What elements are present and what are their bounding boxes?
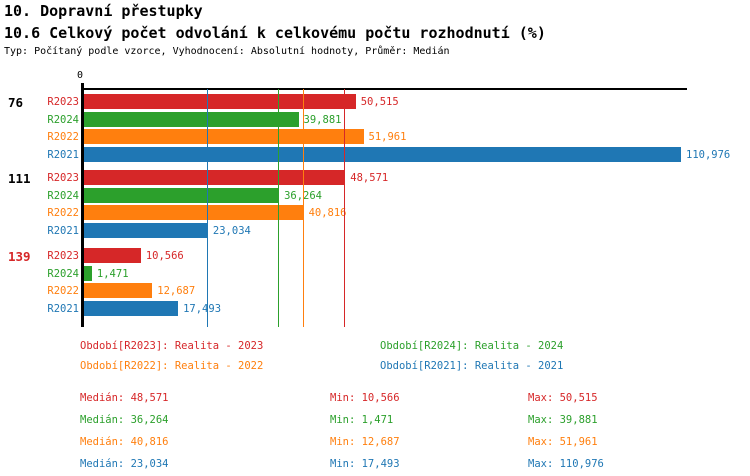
bar-value-label: 23,034	[212, 224, 251, 237]
median-line	[278, 89, 280, 327]
bar-value-label: 110,976	[686, 148, 731, 161]
bar	[84, 129, 364, 144]
stat-min: Min: 12,687	[330, 436, 400, 448]
stat-min: Min: 1,471	[330, 414, 394, 426]
bar	[84, 205, 304, 220]
y-axis-line	[81, 83, 84, 327]
bar-value-label: 51,961	[368, 131, 407, 143]
bar	[84, 222, 208, 238]
bar	[84, 111, 299, 127]
group-label: 139	[8, 249, 31, 264]
bar-value-label: 17,493	[183, 302, 222, 315]
bar	[84, 187, 280, 203]
bar-series-label: R2022	[47, 131, 79, 143]
bar	[84, 283, 153, 298]
bar-value-label: 39,881	[303, 113, 342, 126]
bar-value-label: 10,566	[145, 250, 184, 262]
bar-series-label: R2022	[47, 207, 79, 219]
bar-series-label: R2021	[47, 224, 79, 237]
legend-item-r2021: Období[R2021]: Realita - 2021	[380, 360, 564, 372]
median-line	[302, 89, 304, 327]
stat-median: Medián: 48,571	[80, 392, 169, 404]
bar-series-label: R2023	[47, 172, 79, 184]
stat-max: Max: 110,976	[528, 458, 604, 470]
legend-item-r2022: Období[R2022]: Realita - 2022	[80, 360, 264, 372]
median-line	[206, 89, 208, 327]
bar-value-label: 1,471	[96, 267, 129, 280]
stat-min: Min: 17,493	[330, 458, 400, 470]
legend-item-r2024: Období[R2024]: Realita - 2024	[380, 340, 564, 352]
bar-series-label: R2024	[47, 113, 79, 126]
bar-series-label: R2024	[47, 189, 79, 202]
group-label: 111	[8, 171, 31, 186]
page-subtitle: 10.6 Celkový počet odvolání k celkovému …	[4, 24, 546, 42]
chart-meta: Typ: Počítaný podle vzorce, Vyhodnocení:…	[4, 46, 450, 57]
bar-value-label: 50,515	[360, 96, 399, 108]
stat-max: Max: 50,515	[528, 392, 598, 404]
bar	[84, 265, 92, 281]
bar-series-label: R2024	[47, 267, 79, 280]
stat-median: Medián: 36,264	[80, 414, 169, 426]
stat-median: Medián: 23,034	[80, 458, 169, 470]
x-axis-zero-label: 0	[76, 70, 84, 81]
stat-max: Max: 51,961	[528, 436, 598, 448]
bar	[84, 248, 141, 263]
bar-series-label: R2021	[47, 148, 79, 161]
bar	[84, 146, 681, 162]
bar	[84, 300, 179, 316]
bar-series-label: R2022	[47, 285, 79, 297]
bar-series-label: R2023	[47, 96, 79, 108]
stat-median: Medián: 40,816	[80, 436, 169, 448]
bar-series-label: R2021	[47, 302, 79, 315]
stat-max: Max: 39,881	[528, 414, 598, 426]
stat-min: Min: 10,566	[330, 392, 400, 404]
median-line	[344, 89, 346, 327]
bar	[84, 170, 346, 185]
bar-value-label: 48,571	[350, 172, 389, 184]
bar-value-label: 40,816	[308, 207, 347, 219]
x-axis-line	[81, 88, 687, 90]
bar-series-label: R2023	[47, 250, 79, 262]
bar	[84, 94, 356, 109]
group-label: 76	[8, 95, 24, 110]
bar-value-label: 12,687	[157, 285, 196, 297]
page-title: 10. Dopravní přestupky	[4, 2, 203, 20]
legend-item-r2023: Období[R2023]: Realita - 2023	[80, 340, 264, 352]
